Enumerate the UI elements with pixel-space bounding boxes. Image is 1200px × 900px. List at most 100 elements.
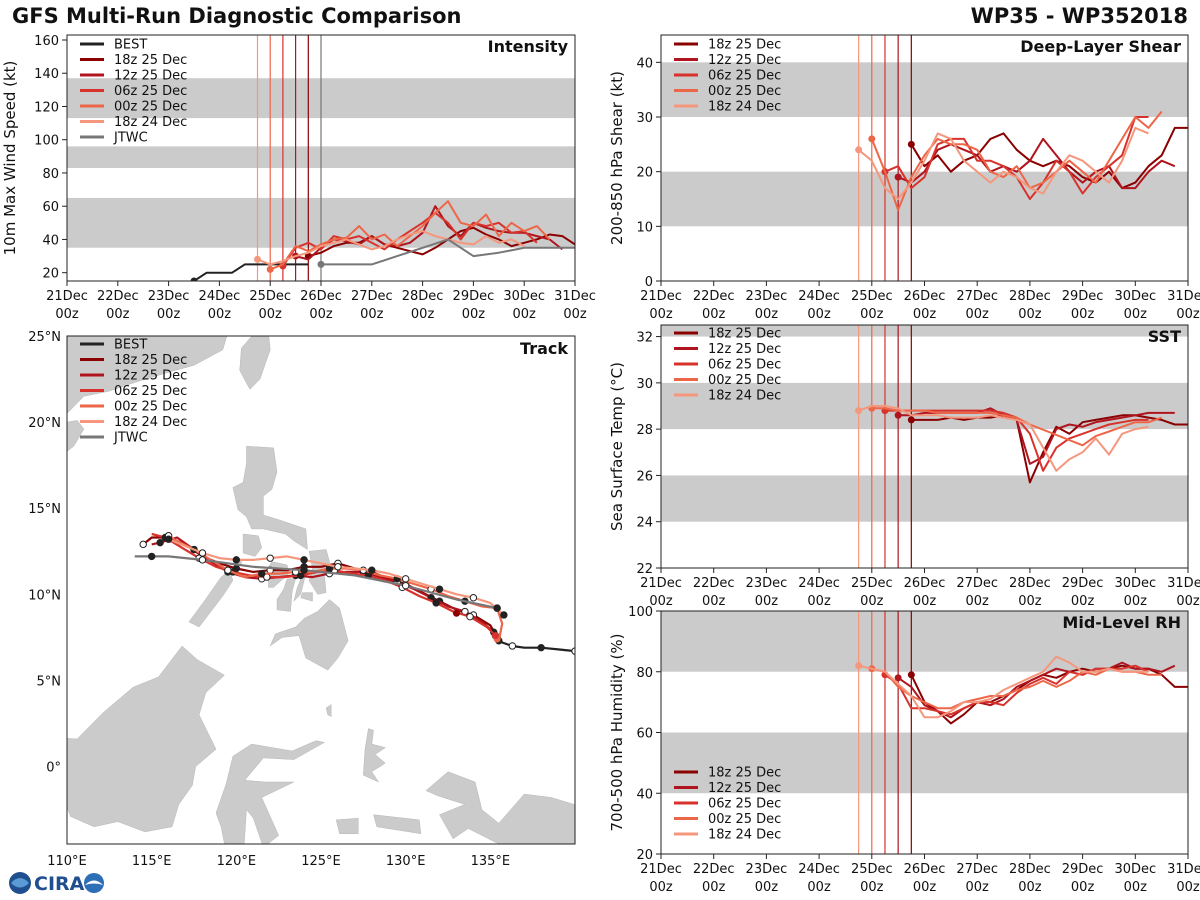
track-point-r18z24 (198, 549, 207, 557)
shear-x-tick-sublabel: 00z (755, 307, 779, 322)
track-point-JTWC (493, 604, 501, 612)
track-x-tick-label: 115°E (132, 854, 172, 869)
shear-x-tick-sublabel: 00z (913, 307, 937, 322)
intensity-panel: 20 40 60 80 100 120 140 160 21Dec 00z 22Dec 00z 23De… (1, 34, 596, 322)
track-point-BEST (508, 642, 517, 650)
legend-label: 12z 25 Dec (708, 53, 781, 68)
intensity-y-tick-label: 140 (34, 67, 59, 82)
track-x-tick-label: 135°E (471, 854, 511, 869)
intensity-series-start-BEST (190, 277, 198, 281)
track-point-r18z24 (368, 566, 376, 574)
land-hainan (67, 420, 85, 452)
land-halmahera (363, 728, 386, 783)
sst-y-tick-label: 26 (636, 469, 653, 484)
rh-x-tick-label: 26Dec (904, 862, 946, 877)
storm-id-title: WP35 - WP352018 (970, 4, 1188, 28)
legend-label: 18z 24 Dec (708, 828, 781, 843)
sst-x-tick-label: 28Dec (1009, 576, 1051, 591)
legend-label: 06z 25 Dec (114, 84, 187, 99)
legend-label: 06z 25 Dec (708, 797, 781, 812)
legend-label: 18z 25 Dec (114, 53, 187, 68)
shear-x-tick-label: 23Dec (746, 289, 788, 304)
track-point-r18z24 (500, 611, 508, 619)
intensity-series (190, 200, 575, 281)
land-luzon (232, 445, 308, 550)
shear-x-tick-sublabel: 00z (649, 307, 673, 322)
land-borneo (67, 645, 225, 833)
intensity-x-tick-label: 23Dec (148, 289, 190, 304)
track-point-r00z25 (258, 569, 266, 578)
rh-series (855, 655, 1188, 725)
cira-logo-swirl-icon (11, 878, 29, 888)
intensity-y-tick-label: 40 (42, 233, 59, 248)
sst-x-tick-label: 23Dec (746, 576, 788, 591)
intensity-x-tick-sublabel: 00z (157, 307, 181, 322)
sst-panel-title: SST (1148, 327, 1181, 346)
sst-x-tick-sublabel: 00z (966, 594, 990, 609)
sst-band (661, 475, 1188, 522)
rh-x-tick-sublabel: 00z (913, 880, 937, 895)
intensity-series-line-BEST (193, 263, 309, 281)
track-point-r18z24 (435, 585, 444, 593)
shear-x-tick-sublabel: 00z (702, 307, 726, 322)
sst-x-tick-label: 24Dec (798, 576, 840, 591)
track-x-tick-label: 130°E (386, 854, 426, 869)
track-y-tick-label: 25°N (28, 330, 61, 345)
track-point-r18z24 (300, 556, 308, 564)
legend-label: 18z 24 Dec (708, 100, 781, 115)
shear-x-tick-sublabel: 00z (1071, 307, 1095, 322)
shear-series-start-r12z25 (894, 173, 902, 181)
sst-y-tick-label: 28 (636, 423, 653, 438)
rh-x-tick-sublabel: 00z (1071, 880, 1095, 895)
sst-x-tick-sublabel: 00z (913, 594, 937, 609)
shear-x-tick-label: 24Dec (798, 289, 840, 304)
sst-x-tick-label: 25Dec (851, 576, 893, 591)
shear-x-tick-label: 25Dec (851, 289, 893, 304)
sst-x-tick-label: 26Dec (904, 576, 946, 591)
shear-band (661, 171, 1188, 227)
rh-series-line-r06z25 (884, 664, 1149, 716)
rh-x-tick-sublabel: 00z (702, 880, 726, 895)
rh-x-tick-sublabel: 00z (966, 880, 990, 895)
intensity-x-tick-label: 26Dec (300, 289, 342, 304)
track-point-r18z24 (232, 556, 241, 564)
track-line-r18z24 (168, 538, 505, 616)
track-line-BEST (496, 636, 575, 653)
sst-series-start-r12z25 (894, 411, 902, 419)
shear-y-tick-label: 20 (636, 166, 653, 181)
intensity-y-tick-label: 120 (34, 100, 59, 115)
rh-series-start-r18z24 (855, 662, 863, 670)
shear-x-tick-sublabel: 00z (1176, 307, 1200, 322)
intensity-series-line-r18z24 (257, 230, 525, 266)
track-start-marker (491, 632, 499, 640)
rh-x-tick-label: 28Dec (1009, 862, 1051, 877)
shear-x-tick-sublabel: 00z (966, 307, 990, 322)
sst-series (855, 404, 1188, 484)
page-title: GFS Multi-Run Diagnostic Comparison (12, 4, 462, 28)
shear-x-tick-label: 31Dec (1167, 289, 1200, 304)
shear-x-tick-label: 26Dec (904, 289, 946, 304)
land-sangihe (325, 704, 332, 718)
rh-band (661, 732, 1188, 794)
shear-x-tick-label: 21Dec (640, 289, 682, 304)
intensity-series-start-JTWC (317, 260, 325, 268)
track-point-r18z24 (469, 594, 478, 602)
legend-label: 06z 25 Dec (114, 384, 187, 399)
rh-y-tick-label: 100 (628, 605, 653, 620)
track-point-r00z25 (224, 566, 232, 574)
land-mindoro (242, 533, 262, 557)
rh-x-tick-label: 22Dec (693, 862, 735, 877)
track-point-r18z24 (401, 575, 410, 583)
track-x-tick-label: 110°E (47, 854, 87, 869)
intensity-x-tick-label: 21Dec (46, 289, 88, 304)
rh-x-tick-sublabel: 00z (807, 880, 831, 895)
shear-x-tick-sublabel: 00z (1124, 307, 1148, 322)
shear-series-line-r18z25 (910, 126, 1188, 190)
legend-label: 12z 25 Dec (114, 69, 187, 84)
legend-label: JTWC (113, 431, 148, 446)
land-buru (335, 817, 359, 834)
track-frame (66, 335, 576, 845)
legend-label: 00z 25 Dec (114, 400, 187, 415)
